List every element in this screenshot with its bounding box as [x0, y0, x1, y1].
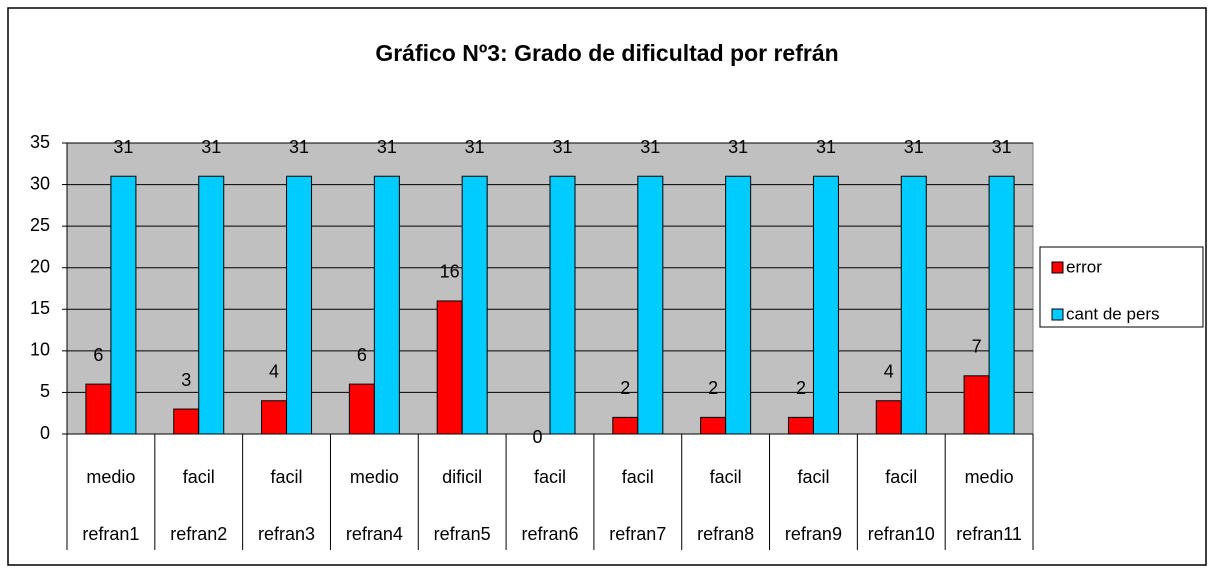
- bar: [436, 300, 463, 435]
- data-label: 2: [708, 378, 718, 398]
- x-tick-label: refran6: [521, 524, 578, 544]
- bar: [988, 175, 1015, 435]
- data-label: 3: [181, 370, 191, 390]
- data-label: 6: [93, 345, 103, 365]
- bar: [875, 400, 902, 435]
- x-tick-label: refran9: [785, 524, 842, 544]
- y-tick-label: 10: [30, 340, 50, 360]
- bar: [787, 416, 814, 435]
- x-tick-label: refran11: [956, 524, 1022, 544]
- data-label: 6: [357, 345, 367, 365]
- bar: [198, 175, 225, 435]
- x-tick-label: facil: [885, 467, 917, 487]
- x-tick-label: refran10: [868, 524, 935, 544]
- bar: [286, 175, 313, 435]
- data-label: 4: [269, 361, 279, 381]
- x-tick-label: facil: [271, 467, 303, 487]
- legend-label: error: [1066, 257, 1102, 276]
- x-tick-label: medio: [86, 467, 135, 487]
- bar: [85, 383, 112, 435]
- y-tick-label: 5: [40, 381, 50, 401]
- data-label: 31: [816, 137, 836, 157]
- x-tick-label: facil: [622, 467, 654, 487]
- x-tick-label: refran1: [82, 524, 139, 544]
- bar: [261, 400, 288, 435]
- legend-box: [1039, 246, 1204, 328]
- bar: [637, 175, 664, 435]
- x-tick-label: facil: [534, 467, 566, 487]
- data-label: 4: [884, 361, 894, 381]
- x-tick-label: refran7: [609, 524, 666, 544]
- bar: [900, 175, 927, 435]
- bar: [373, 175, 400, 435]
- x-tick-label: refran5: [434, 524, 491, 544]
- data-label: 2: [620, 378, 630, 398]
- x-tick-label: refran4: [346, 524, 403, 544]
- x-tick-label: facil: [710, 467, 742, 487]
- y-tick-label: 30: [30, 173, 50, 193]
- y-tick-label: 35: [30, 132, 50, 152]
- x-tick-label: facil: [797, 467, 829, 487]
- bar: [812, 175, 839, 435]
- legend-swatch: [1051, 308, 1064, 321]
- data-label: 31: [201, 137, 221, 157]
- data-label: 31: [289, 137, 309, 157]
- y-tick-label: 0: [40, 423, 50, 443]
- x-tick-label: refran2: [170, 524, 227, 544]
- data-label: 31: [113, 137, 133, 157]
- x-tick-label: facil: [183, 467, 215, 487]
- chart-title: Gráfico Nº3: Grado de dificultad por ref…: [375, 40, 838, 66]
- data-label: 31: [552, 137, 572, 157]
- y-tick-label: 15: [30, 298, 50, 318]
- x-tick-label: dificil: [442, 467, 482, 487]
- data-label: 2: [796, 378, 806, 398]
- bar: [173, 408, 200, 435]
- data-label: 7: [972, 337, 982, 357]
- data-label: 0: [532, 427, 542, 447]
- data-label: 31: [377, 137, 397, 157]
- x-tick-label: refran8: [697, 524, 754, 544]
- y-tick-label: 20: [30, 256, 50, 276]
- bar: [348, 383, 375, 435]
- bar: [725, 175, 752, 435]
- data-label: 16: [440, 262, 460, 282]
- x-tick-label: medio: [350, 467, 399, 487]
- data-label: 31: [728, 137, 748, 157]
- data-label: 31: [904, 137, 924, 157]
- bar: [700, 416, 727, 435]
- data-label: 31: [640, 137, 660, 157]
- x-tick-label: refran3: [258, 524, 315, 544]
- bar: [612, 416, 639, 435]
- x-tick-label: medio: [965, 467, 1014, 487]
- bar: [963, 375, 990, 435]
- legend-swatch: [1051, 261, 1064, 274]
- data-label: 31: [992, 137, 1012, 157]
- legend-label: cant de pers: [1066, 304, 1160, 323]
- data-label: 31: [465, 137, 485, 157]
- bar: [110, 175, 137, 435]
- bar: [549, 175, 576, 435]
- bar: [461, 175, 488, 435]
- y-tick-label: 25: [30, 215, 50, 235]
